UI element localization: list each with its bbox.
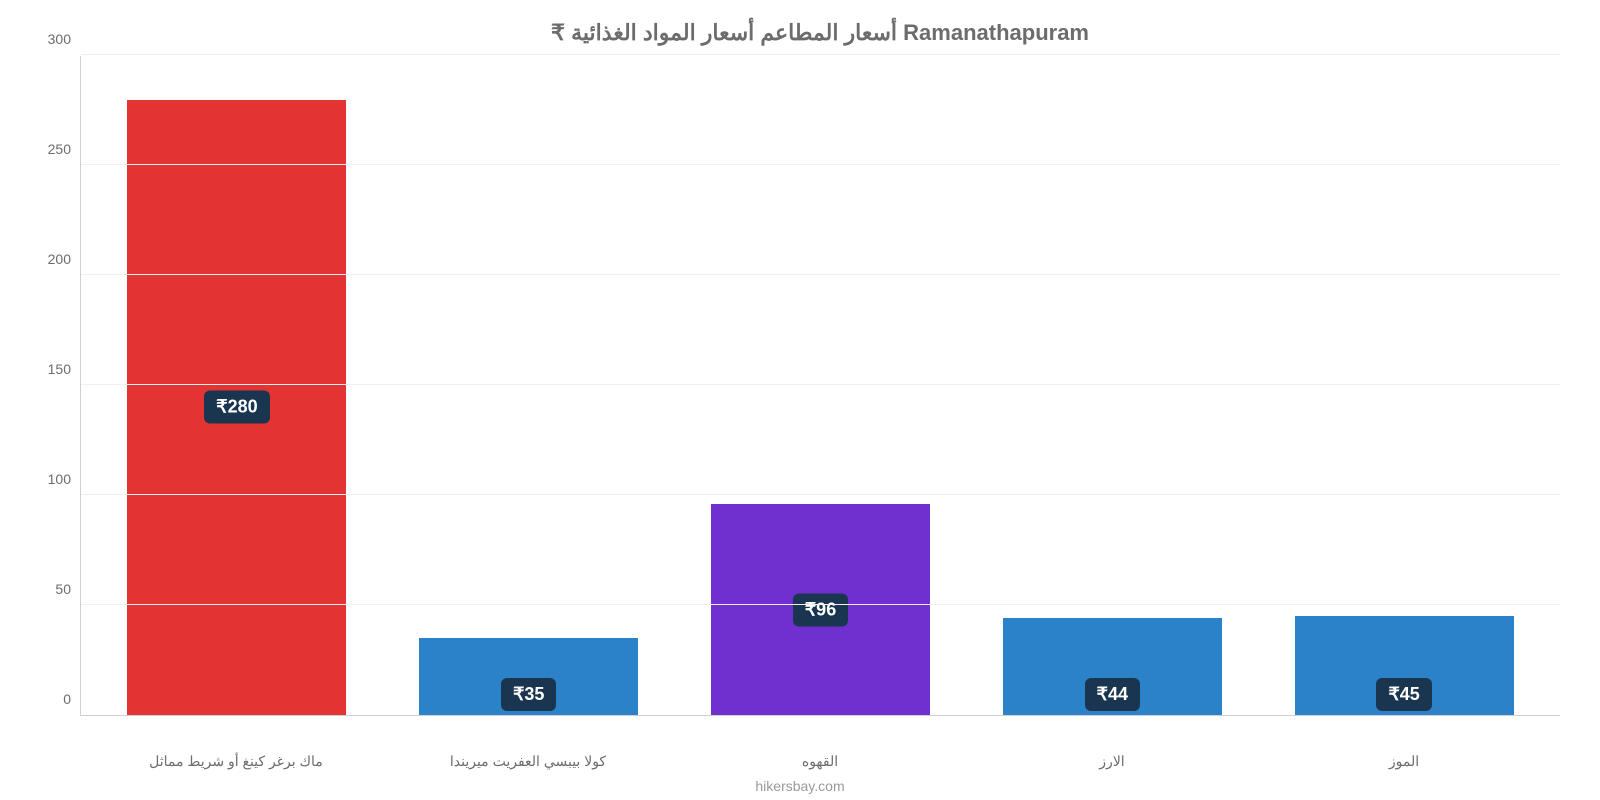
gridline <box>81 274 1560 275</box>
gridline <box>81 164 1560 165</box>
gridline <box>81 54 1560 55</box>
bar-slot: ₹280 <box>91 56 383 715</box>
x-axis-label: ماك برغر كينغ أو شريط مماثل <box>90 753 382 770</box>
bar: ₹45 <box>1295 616 1514 715</box>
bar: ₹96 <box>711 504 930 715</box>
bar: ₹280 <box>127 100 346 715</box>
price-bar-chart: ₹ أسعار المطاعم أسعار المواد الغذائية Ra… <box>0 0 1600 800</box>
x-axis-label: كولا بيبسي العفريت ميريندا <box>382 753 674 770</box>
bar-value-label: ₹35 <box>501 678 556 711</box>
y-tick-label: 200 <box>48 251 71 267</box>
y-tick-label: 300 <box>48 31 71 47</box>
gridline <box>81 604 1560 605</box>
bar-value-label: ₹96 <box>793 593 848 626</box>
chart-caption: hikersbay.com <box>0 778 1600 794</box>
bar-slot: ₹35 <box>383 56 675 715</box>
x-axis-labels: ماك برغر كينغ أو شريط مماثلكولا بيبسي ال… <box>80 753 1560 770</box>
chart-title: ₹ أسعار المطاعم أسعار المواد الغذائية Ra… <box>80 20 1560 46</box>
x-axis-label: الارز <box>966 753 1258 770</box>
y-tick-label: 50 <box>55 581 71 597</box>
x-axis-label: الموز <box>1258 753 1550 770</box>
bar-value-label: ₹44 <box>1085 678 1140 711</box>
bars-group: ₹280 ₹35 ₹96 ₹44 ₹45 <box>81 56 1560 715</box>
y-tick-label: 150 <box>48 361 71 377</box>
bar-value-label: ₹45 <box>1376 678 1431 711</box>
y-tick-label: 100 <box>48 471 71 487</box>
bar-value-label: ₹280 <box>204 391 269 424</box>
bar-slot: ₹45 <box>1258 56 1550 715</box>
x-axis-label: القهوه <box>674 753 966 770</box>
gridline <box>81 494 1560 495</box>
y-tick-label: 250 <box>48 141 71 157</box>
plot-area: ₹280₹35₹96₹44₹45 050100150200250300 <box>80 56 1560 716</box>
bar-slot: ₹96 <box>675 56 967 715</box>
y-tick-label: 0 <box>63 691 71 707</box>
bar: ₹44 <box>1003 618 1222 715</box>
bar: ₹35 <box>419 638 638 715</box>
gridline <box>81 384 1560 385</box>
bar-slot: ₹44 <box>966 56 1258 715</box>
